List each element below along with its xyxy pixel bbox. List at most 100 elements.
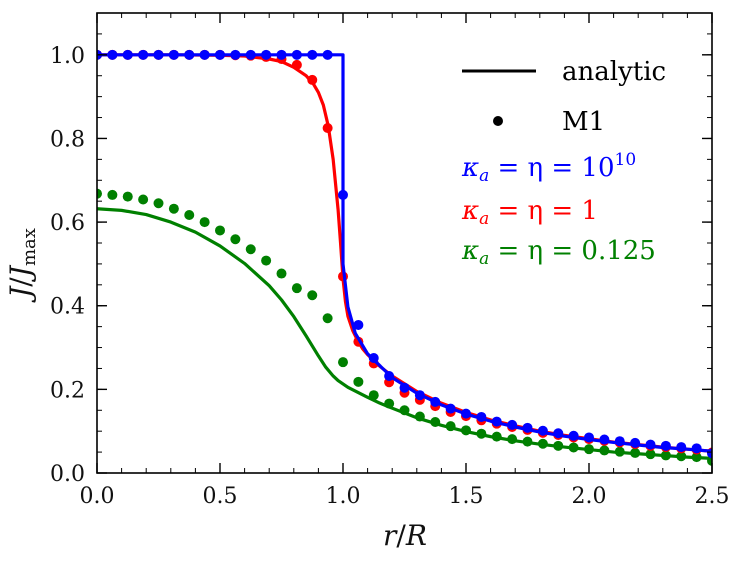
- x-tick-label: 2.5: [695, 484, 730, 509]
- legend-entry-green-eq: = η = 0.125: [489, 236, 656, 266]
- series-point: [507, 419, 518, 430]
- legend-entry-blue-sup: 10: [615, 150, 637, 170]
- y-tick-label: 0.2: [50, 378, 85, 403]
- series-point: [645, 449, 656, 460]
- y-tick-label: 0.8: [50, 127, 85, 152]
- series-point: [522, 422, 533, 433]
- series-point: [107, 49, 118, 60]
- series-point: [199, 49, 210, 60]
- legend-m1-label: M1: [562, 107, 605, 137]
- series-point: [322, 313, 333, 324]
- series-point: [168, 49, 179, 60]
- series-point: [445, 403, 456, 414]
- series-point: [599, 445, 610, 456]
- series-point: [461, 425, 471, 436]
- series-point: [645, 439, 656, 450]
- y-axis-label-b: J: [4, 264, 37, 282]
- series-point: [368, 390, 379, 401]
- legend-entry-blue-sub: a: [479, 166, 489, 186]
- y-axis-label-a: J: [4, 285, 37, 303]
- series-point: [599, 434, 610, 445]
- series-point: [215, 49, 225, 60]
- series-point: [184, 209, 195, 220]
- series-point: [107, 189, 118, 200]
- series-point: [184, 49, 195, 60]
- series-point: [291, 49, 302, 60]
- series-point: [445, 421, 456, 432]
- series-point: [568, 430, 579, 441]
- series-point: [522, 436, 533, 447]
- series-point: [614, 446, 625, 457]
- series-point: [676, 451, 687, 462]
- series-point: [307, 49, 318, 60]
- legend-entry-blue-eq: = η = 10: [489, 153, 614, 183]
- series-point: [168, 203, 179, 214]
- legend: analytic M1 κa = η = 1010 κa = η = 1 κa …: [461, 57, 666, 269]
- series-point: [399, 405, 410, 416]
- x-tick-label: 1.0: [326, 484, 361, 509]
- series-point: [568, 442, 579, 453]
- series-point: [261, 49, 272, 60]
- series-point: [307, 74, 318, 85]
- series-point: [353, 376, 364, 387]
- series-point: [338, 189, 348, 200]
- series-point: [584, 444, 594, 455]
- series-point: [491, 416, 502, 427]
- series-point: [138, 194, 149, 205]
- series-point: [153, 198, 164, 209]
- legend-entry-green-sub: a: [479, 249, 489, 269]
- x-axis-label-slash: /: [396, 519, 406, 552]
- legend-entry-blue: κa = η = 1010: [461, 150, 636, 186]
- series-point: [630, 437, 641, 448]
- series-point: [553, 440, 564, 451]
- series-point: [122, 49, 133, 60]
- legend-entry-blue-prefix: κ: [461, 153, 479, 183]
- legend-m1-marker: [493, 116, 503, 126]
- series-point: [691, 452, 702, 463]
- series-point: [507, 434, 518, 445]
- series-point: [707, 455, 712, 466]
- legend-entry-red-prefix: κ: [461, 196, 479, 226]
- series-point: [537, 425, 548, 436]
- series-point: [122, 191, 133, 202]
- series-point: [399, 382, 410, 393]
- series-point: [630, 447, 641, 458]
- legend-entry-red: κa = η = 1: [461, 196, 598, 229]
- series-point: [138, 49, 149, 60]
- series-point: [245, 49, 256, 60]
- series-point: [707, 448, 712, 459]
- series-point: [338, 357, 348, 368]
- series-point: [384, 370, 395, 381]
- legend-analytic-label: analytic: [562, 57, 666, 87]
- series-point: [584, 432, 594, 443]
- legend-entry-red-sub: a: [479, 209, 489, 229]
- y-axis-label-group: J/Jmax: [4, 228, 40, 303]
- x-tick-label: 1.5: [449, 484, 484, 509]
- series-point: [230, 49, 241, 60]
- legend-entry-green: κa = η = 0.125: [461, 236, 656, 269]
- y-tick-label: 0.4: [50, 295, 85, 320]
- series-point: [291, 59, 302, 70]
- series-point: [430, 396, 441, 407]
- series-point: [476, 428, 487, 439]
- series-point: [537, 438, 548, 449]
- series-point: [414, 411, 425, 422]
- x-tick-label: 0.0: [80, 484, 115, 509]
- series-point: [353, 319, 364, 330]
- series-point: [368, 353, 379, 363]
- y-tick-label: 1.0: [50, 44, 85, 69]
- series-point: [676, 442, 687, 453]
- series-point: [691, 443, 702, 454]
- series-point: [660, 450, 671, 461]
- series-point: [322, 49, 333, 60]
- series-point: [430, 416, 441, 427]
- series-point: [461, 408, 471, 419]
- x-tick-label: 2.0: [572, 484, 607, 509]
- series-point: [614, 436, 625, 447]
- series-point: [276, 49, 287, 60]
- series-point: [153, 49, 164, 60]
- series-point: [230, 234, 241, 245]
- series-point: [276, 268, 287, 279]
